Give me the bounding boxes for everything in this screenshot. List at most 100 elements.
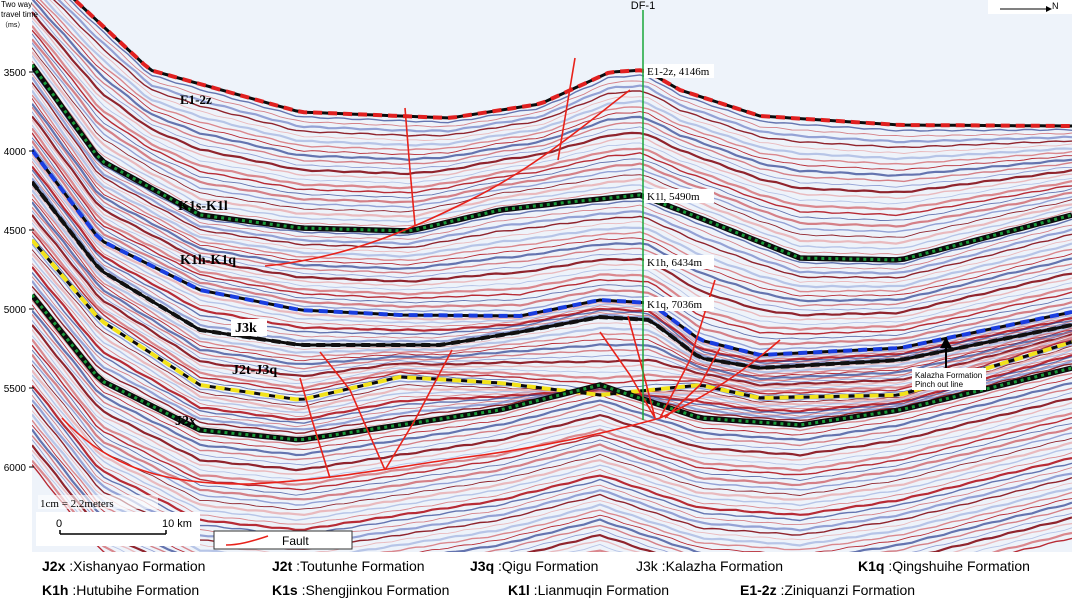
seismic-reflector: [32, 309, 1072, 457]
axis-title-2: travel time: [1, 10, 38, 19]
legend-k1s: K1s :Shengjinkou Formation: [272, 582, 450, 598]
seismic-reflector: [32, 106, 1072, 307]
legend-j2t: J2t :Toutunhe Formation: [272, 558, 425, 574]
legend-j2x: J2x :Xishanyao Formation: [42, 558, 206, 574]
seismic-reflector: [32, 338, 1072, 486]
fault-line-11: [664, 347, 721, 419]
horizon-k1h-k1q: [32, 148, 1072, 358]
seismic-reflector: [32, 206, 1072, 382]
seismic-reflector: [32, 115, 1072, 317]
label-j3k: J3k: [235, 321, 257, 336]
label-e: E1-2z: [180, 92, 212, 107]
seismic-reflector: [57, 0, 1072, 144]
well-name: DF-1: [631, 0, 655, 12]
well-top-e: E1-2z, 4146m: [647, 66, 710, 78]
fault-line-9: [627, 315, 656, 419]
seismic-reflector: [32, 231, 1072, 395]
seismic-reflector: [32, 353, 1072, 501]
seismic-reflector: [32, 68, 1072, 266]
seismic-reflector: [32, 137, 1072, 340]
seismic-reflector: [32, 82, 1072, 279]
axis-tick-label: 3500: [4, 68, 27, 79]
seismic-reflector: [49, 0, 1072, 154]
seismic-reflector: [53, 0, 1072, 149]
scale-text: 1cm = 2.2meters: [40, 498, 114, 510]
seismic-reflector: [32, 76, 1072, 275]
scale-end: 10 km: [162, 518, 192, 530]
seismic-reflector: [32, 132, 1072, 335]
scale-bar: 0 10 km: [36, 512, 200, 546]
legend-j3k: J3k :Kalazha Formation: [636, 558, 784, 574]
north-label: N: [1052, 1, 1059, 11]
seismic-reflector: [32, 189, 1072, 374]
seismic-reflector: [32, 210, 1072, 384]
seismic-reflector: [32, 410, 1072, 552]
scale-start: 0: [56, 518, 62, 530]
seismic-reflector: [32, 374, 1072, 521]
horizon-labels: E1-2z K1s-K1l K1h-K1q J3k J2t-J3q J2x: [175, 92, 277, 429]
seismic-reflector: [32, 73, 1072, 270]
seismic-reflector: [32, 161, 1072, 361]
seismic-reflector: [32, 20, 1072, 205]
seismic-reflector: [32, 304, 1072, 450]
seismic-reflector: [32, 55, 1072, 250]
legend-k1q: K1q :Qingshuihe Formation: [858, 558, 1030, 574]
seismic-reflector: [32, 439, 1072, 552]
axis-tick-label: 6000: [4, 463, 27, 474]
seismic-reflector: [32, 42, 1072, 233]
seismic-reflector: [32, 444, 1072, 552]
seismic-reflector: [32, 235, 1072, 397]
seismic-reflector: [32, 51, 1072, 245]
seismic-reflector: [32, 399, 1072, 547]
seismic-reflectors: [32, 0, 1072, 552]
seismic-reflector: [32, 428, 1072, 552]
seismic-reflector: [32, 186, 1072, 371]
label-j2x: J2x: [175, 414, 196, 429]
seismic-reflector: [32, 299, 1072, 446]
seismic-reflector: [39, 0, 1072, 165]
fault-legend-label: Fault: [282, 534, 309, 548]
seismic-reflector: [32, 214, 1072, 387]
seismic-reflector: [32, 145, 1072, 351]
seismic-reflector: [32, 140, 1072, 346]
seismic-reflector: [32, 394, 1072, 541]
axis-title-1: Two way: [1, 0, 32, 9]
seismic-reflector: [32, 17, 1072, 200]
formation-legend: J2x :Xishanyao Formation J2t :Toutunhe F…: [0, 552, 1072, 604]
seismic-reflector: [32, 227, 1072, 393]
horizon-j3k: [32, 180, 1072, 371]
legend-k1h: K1h :Hutubihe Formation: [42, 582, 200, 598]
fault-line-7: [61, 339, 781, 485]
north-arrow-icon: N: [988, 0, 1072, 14]
seismic-reflector: [32, 47, 1072, 238]
seismic-reflector: [43, 0, 1072, 161]
fault-legend-icon: [225, 535, 269, 546]
legend-e12z: E1-2z :Ziniquanzi Formation: [740, 582, 916, 598]
seismic-reflector: [32, 379, 1072, 525]
label-ks: K1s-K1l: [178, 199, 228, 214]
seismic-reflector: [32, 111, 1072, 311]
seismic-reflector: [32, 252, 1072, 412]
seismic-reflector: [32, 25, 1072, 211]
axis-tick-label: 4000: [4, 147, 27, 158]
seismic-reflector: [32, 324, 1072, 472]
well-top-kq: K1q, 7036m: [647, 299, 702, 311]
seismic-reflector: [32, 329, 1072, 476]
seismic-reflector: [32, 29, 1072, 217]
seismic-reflector: [32, 201, 1072, 381]
seismic-reflector: [32, 119, 1072, 321]
seismic-reflector: [32, 335, 1072, 481]
seismic-reflector: [32, 313, 1072, 461]
seismic-reflector: [32, 349, 1072, 496]
fault-line-5: [319, 351, 386, 471]
horizon-lines: [32, 0, 1072, 443]
well-tops: E1-2z, 4146m K1l, 5490m K1h, 6434m K1q, …: [644, 64, 714, 311]
svg-text:Pinch out line: Pinch out line: [915, 380, 964, 389]
seismic-reflector: [32, 320, 1072, 466]
seismic-reflector: [35, 0, 1072, 171]
svg-text:Kalazha Formation: Kalazha Formation: [915, 371, 982, 380]
seismic-reflector: [32, 384, 1072, 532]
seismic-reflector: [32, 198, 1072, 377]
legend-k1l: K1l :Lianmuqin Formation: [508, 582, 670, 598]
seismic-reflector: [32, 0, 1072, 177]
